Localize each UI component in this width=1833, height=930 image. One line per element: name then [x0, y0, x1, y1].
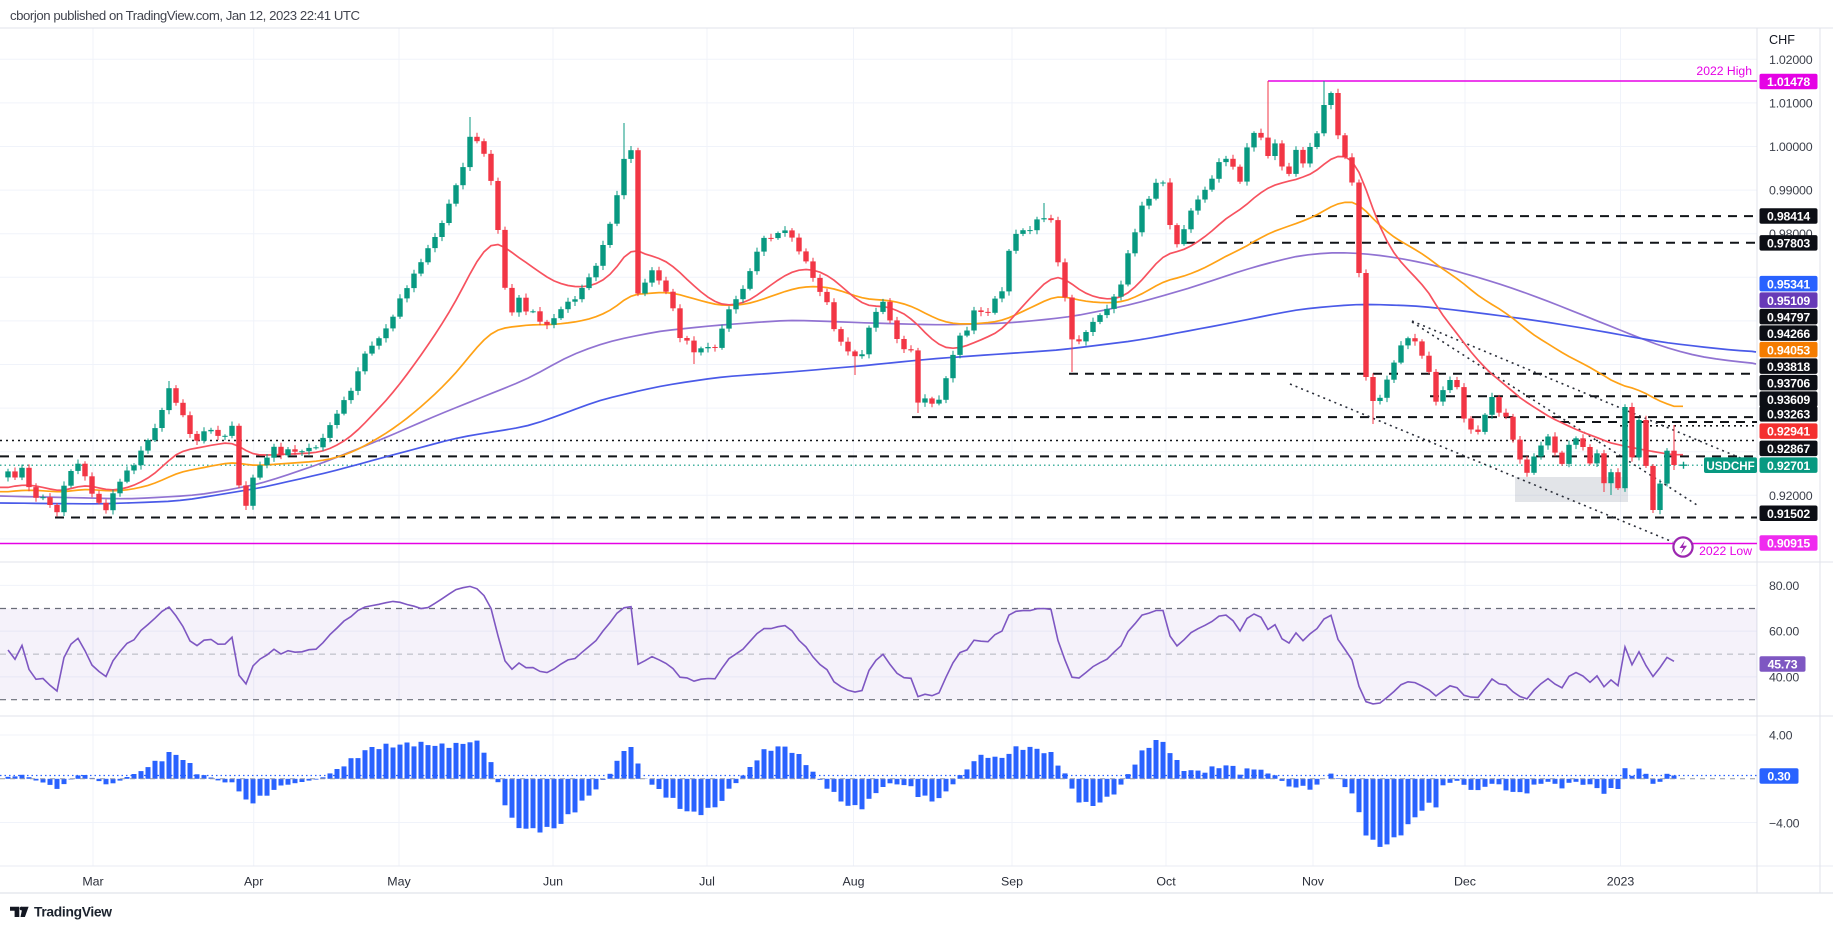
- svg-text:0.93706: 0.93706: [1767, 376, 1810, 390]
- svg-text:0.30: 0.30: [1767, 770, 1790, 784]
- svg-text:Sep: Sep: [1001, 875, 1023, 889]
- svg-text:Nov: Nov: [1302, 875, 1325, 889]
- svg-text:0.93263: 0.93263: [1767, 408, 1810, 422]
- svg-text:Apr: Apr: [244, 875, 263, 889]
- svg-text:45.73: 45.73: [1768, 658, 1798, 672]
- svg-text:2022 High: 2022 High: [1696, 64, 1752, 78]
- svg-text:60.00: 60.00: [1769, 625, 1799, 639]
- svg-text:USDCHF: USDCHF: [1706, 460, 1754, 473]
- svg-text:1.00000: 1.00000: [1769, 140, 1813, 154]
- svg-text:0.97803: 0.97803: [1767, 236, 1810, 250]
- svg-text:0.92000: 0.92000: [1769, 489, 1813, 503]
- svg-text:0.93609: 0.93609: [1767, 393, 1810, 407]
- svg-text:4.00: 4.00: [1769, 729, 1793, 743]
- svg-text:40.00: 40.00: [1769, 670, 1799, 684]
- svg-text:0.95109: 0.95109: [1767, 294, 1810, 308]
- svg-text:2022 Low: 2022 Low: [1699, 544, 1752, 558]
- svg-text:1.01000: 1.01000: [1769, 96, 1813, 110]
- svg-text:0.92867: 0.92867: [1767, 442, 1810, 456]
- svg-text:Dec: Dec: [1454, 875, 1476, 889]
- svg-text:CHF: CHF: [1769, 33, 1795, 47]
- svg-text:0.91502: 0.91502: [1767, 507, 1810, 521]
- svg-text:cborjon published on TradingVi: cborjon published on TradingView.com, Ja…: [10, 8, 360, 23]
- svg-text:80.00: 80.00: [1769, 579, 1799, 593]
- svg-text:0.94266: 0.94266: [1767, 327, 1810, 341]
- svg-text:0.95341: 0.95341: [1767, 277, 1810, 291]
- svg-text:0.94797: 0.94797: [1767, 310, 1810, 324]
- svg-text:Aug: Aug: [842, 875, 864, 889]
- svg-text:Oct: Oct: [1156, 875, 1176, 889]
- svg-text:Mar: Mar: [82, 875, 103, 889]
- svg-text:May: May: [387, 875, 411, 889]
- svg-text:0.92941: 0.92941: [1767, 425, 1810, 439]
- svg-text:Jul: Jul: [699, 875, 715, 889]
- svg-text:0.92701: 0.92701: [1767, 459, 1810, 473]
- svg-text:0.90915: 0.90915: [1767, 537, 1810, 551]
- svg-text:2023: 2023: [1607, 875, 1635, 889]
- svg-text:Jun: Jun: [543, 875, 563, 889]
- svg-text:−4.00: −4.00: [1769, 817, 1800, 831]
- svg-text:1.02000: 1.02000: [1769, 53, 1813, 67]
- svg-text:0.94053: 0.94053: [1767, 343, 1810, 357]
- svg-text:0.99000: 0.99000: [1769, 184, 1813, 198]
- svg-text:0.98414: 0.98414: [1767, 210, 1810, 224]
- svg-text:TradingView: TradingView: [34, 905, 112, 920]
- svg-text:1.01478: 1.01478: [1767, 75, 1810, 89]
- svg-text:0.93818: 0.93818: [1767, 360, 1810, 374]
